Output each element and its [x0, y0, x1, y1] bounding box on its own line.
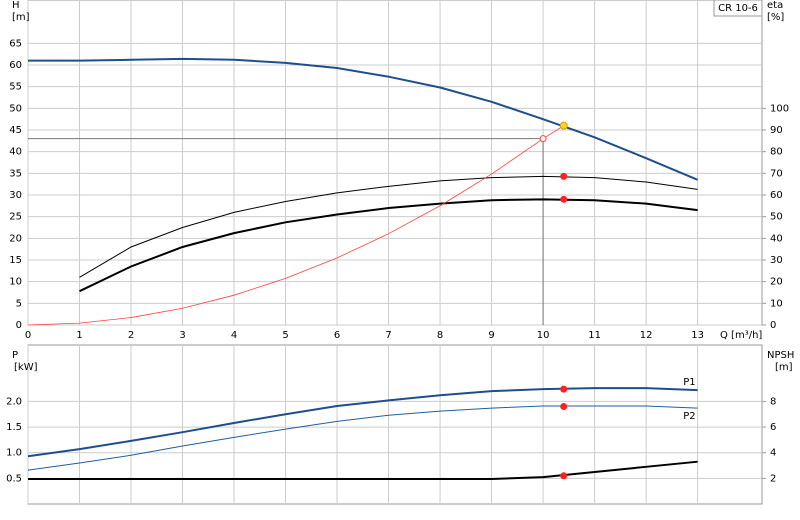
y2-tick-label: 90 — [770, 125, 783, 136]
chart-label: CR 10-6 — [718, 3, 758, 14]
x-tick-label: 5 — [282, 330, 288, 341]
x-tick-label: 1 — [76, 330, 82, 341]
x-tick-label: 3 — [179, 330, 185, 341]
y-tick-label: 0 — [16, 320, 22, 331]
x-tick-label: 2 — [128, 330, 134, 341]
operating-point — [560, 472, 568, 480]
y2-tick-label: 60 — [770, 190, 783, 201]
y2-tick-label: 40 — [770, 233, 783, 244]
y-axis-title: P — [12, 350, 18, 361]
y-tick-label: 20 — [9, 233, 22, 244]
x-tick-label: 10 — [537, 330, 550, 341]
y2-tick-label: 70 — [770, 168, 783, 179]
x-tick-label: 13 — [691, 330, 704, 341]
operating-point — [560, 172, 568, 180]
y2-tick-label: 0 — [770, 320, 776, 331]
y2-tick-label: 6 — [770, 422, 776, 433]
series-line — [27, 125, 564, 326]
y2-axis-unit: [%] — [767, 12, 784, 23]
series-line — [79, 175, 698, 278]
operating-point — [560, 385, 568, 393]
x-tick-label: 11 — [588, 330, 601, 341]
series-line — [27, 387, 698, 458]
y-tick-label: 5 — [16, 298, 22, 309]
x-tick-label: 8 — [437, 330, 443, 341]
operating-point — [560, 195, 568, 203]
y-tick-label: 45 — [9, 125, 22, 136]
y-tick-label: 2.0 — [6, 396, 22, 407]
y2-tick-label: 4 — [770, 448, 776, 459]
y-tick-label: 15 — [9, 255, 22, 266]
y2-tick-label: 50 — [770, 212, 783, 223]
x-tick-label: 0 — [25, 330, 31, 341]
duty-point — [539, 135, 547, 143]
y-axis-title: H — [12, 0, 20, 11]
y-axis-unit: [m] — [12, 12, 30, 23]
plot-area — [27, 344, 763, 505]
y-tick-label: 40 — [9, 147, 22, 158]
x-axis-title: Q [m³/h] — [720, 330, 762, 341]
y-tick-label: 65 — [9, 38, 22, 49]
series-label: P2 — [683, 411, 695, 422]
series-label: P1 — [683, 377, 695, 388]
y2-tick-label: 20 — [770, 277, 783, 288]
x-tick-label: 9 — [488, 330, 494, 341]
y2-tick-label: 80 — [770, 147, 783, 158]
y-tick-label: 30 — [9, 190, 22, 201]
x-tick-label: 12 — [640, 330, 653, 341]
x-tick-label: 6 — [334, 330, 340, 341]
y2-axis-title: NPSH — [767, 350, 794, 361]
y-tick-label: 1.5 — [6, 422, 22, 433]
y-tick-label: 25 — [9, 212, 22, 223]
label-box — [713, 0, 763, 17]
y2-tick-label: 30 — [770, 255, 783, 266]
operating-point — [560, 403, 568, 411]
series-line — [28, 460, 698, 480]
y-tick-label: 60 — [9, 60, 22, 71]
y2-tick-label: 8 — [770, 396, 776, 407]
y2-axis-unit: [m] — [775, 362, 793, 373]
y-tick-label: 35 — [9, 168, 22, 179]
plot-area — [27, 0, 763, 326]
y2-tick-label: 100 — [770, 103, 789, 114]
series-line — [28, 57, 699, 181]
y2-tick-label: 10 — [770, 298, 783, 309]
y-tick-label: 50 — [9, 103, 22, 114]
operating-point — [559, 121, 568, 130]
series-line — [79, 198, 698, 293]
y-tick-label: 0.5 — [6, 473, 22, 484]
x-tick-label: 4 — [231, 330, 237, 341]
series-line — [27, 405, 698, 471]
y2-tick-label: 2 — [770, 473, 776, 484]
y-tick-label: 1.0 — [6, 448, 22, 459]
x-tick-label: 7 — [385, 330, 391, 341]
y-axis-unit: [kW] — [14, 362, 38, 373]
y2-axis-title: eta — [767, 0, 783, 11]
y-tick-label: 10 — [9, 277, 22, 288]
y-tick-label: 55 — [9, 82, 22, 93]
